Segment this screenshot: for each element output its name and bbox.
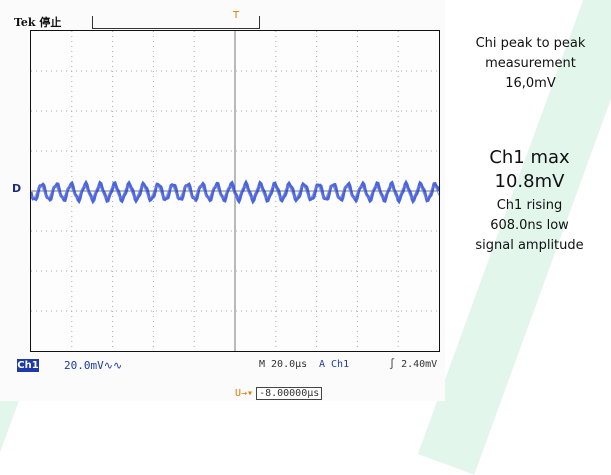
trigger-position-label: T — [233, 10, 240, 21]
trigger-slope-icon: ∫ — [389, 359, 396, 370]
oscilloscope-display: Tek 停止 T U D Ch1 20.0mV∿∿ M 20.0µs A Ch1… — [12, 10, 440, 400]
brand-label: Tek 停止 — [14, 16, 62, 29]
channel-ground-marker: D — [12, 182, 22, 195]
trigger-source: A Ch1 — [319, 359, 350, 370]
offset-value: -8.00000µs — [256, 387, 323, 400]
waveform-trace-shadow — [31, 185, 439, 199]
peak-to-peak-annotation: Chi peak to peak measurement 16,0mV — [475, 36, 586, 91]
offset-icon: U→▾ — [235, 388, 254, 399]
max-annotation: Ch1 max 10.8mV — [489, 147, 570, 192]
timebase-readout: M 20.0µs — [259, 359, 308, 370]
graticule-svg — [31, 31, 439, 351]
rising-annotation: Ch1 rising 608.0ns low signal amplitude — [475, 198, 584, 253]
horizontal-offset: U→▾ -8.00000µs — [235, 387, 323, 400]
trigger-level-value: 2.40mV — [401, 359, 438, 370]
graticule — [30, 30, 440, 352]
record-bar — [92, 16, 260, 29]
trigger-level: ∫ 2.40mV — [389, 359, 437, 370]
volts-per-division: 20.0mV∿∿ — [64, 359, 123, 372]
channel-badge[interactable]: Ch1 — [17, 359, 39, 372]
